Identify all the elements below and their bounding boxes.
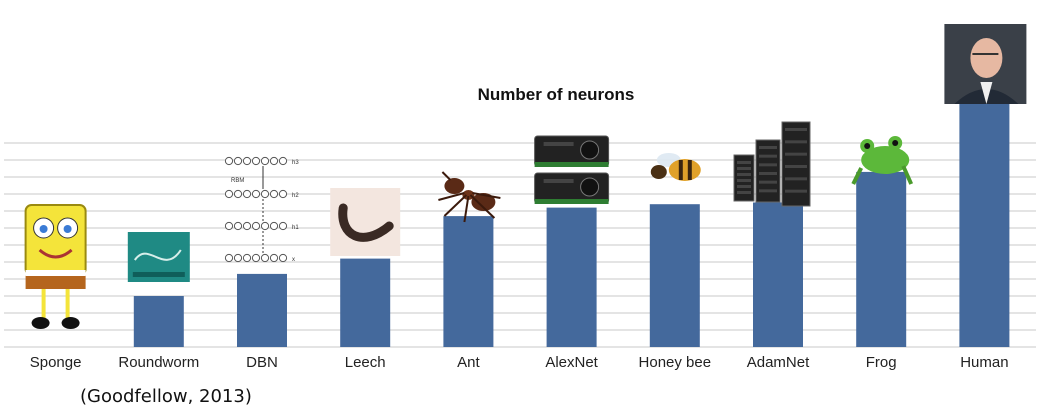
x-tick-label: AdamNet — [747, 354, 810, 371]
dbn-layer-label: h2 — [292, 193, 299, 199]
bar-frog — [856, 171, 907, 347]
dbn-layer-label: h1 — [292, 225, 299, 231]
citation: (Goodfellow, 2013) — [80, 386, 252, 407]
chart-title: Number of neurons — [478, 85, 635, 104]
bar-dbn — [237, 273, 287, 347]
dbn-diagram-icon: h3 h2 h1 x RBM — [224, 156, 299, 263]
honey-bee-icon — [650, 153, 701, 181]
bar-leech — [340, 258, 391, 347]
server-icon — [733, 121, 811, 207]
bar-honey-bee — [649, 204, 700, 347]
x-tick-label: Leech — [345, 354, 386, 371]
human-portrait-icon — [944, 24, 1027, 104]
bar-roundworm — [133, 296, 184, 347]
bar-adamnet — [753, 202, 803, 347]
bar-alexnet — [546, 207, 597, 347]
gpu-icon — [534, 135, 610, 204]
x-tick-label: Ant — [457, 354, 480, 371]
x-tick-label: Honey bee — [639, 354, 712, 371]
sponge-icon — [24, 204, 87, 329]
bar-icons: h3 h2 h1 x RBM — [24, 24, 1027, 329]
x-tick-label: Frog — [866, 354, 897, 371]
bars — [133, 103, 1010, 348]
x-tick-labels: Sponge Roundworm DBN Leech Ant AlexNet Honey b… — [30, 354, 1009, 371]
x-tick-label: Sponge — [30, 354, 82, 371]
roundworm-icon — [127, 232, 190, 282]
dbn-layer-label: h3 — [292, 160, 299, 166]
ant-icon — [438, 171, 501, 223]
x-tick-label: Human — [960, 354, 1008, 371]
bar-ant — [443, 216, 494, 347]
frog-icon — [851, 136, 914, 185]
leech-icon — [330, 188, 401, 256]
x-tick-label: Roundworm — [118, 354, 199, 371]
dbn-layer-label: x — [292, 257, 295, 263]
x-tick-label: DBN — [246, 354, 278, 371]
x-tick-label: AlexNet — [545, 354, 598, 371]
bar-human — [959, 103, 1010, 348]
dbn-rbm-label: RBM — [231, 178, 244, 184]
